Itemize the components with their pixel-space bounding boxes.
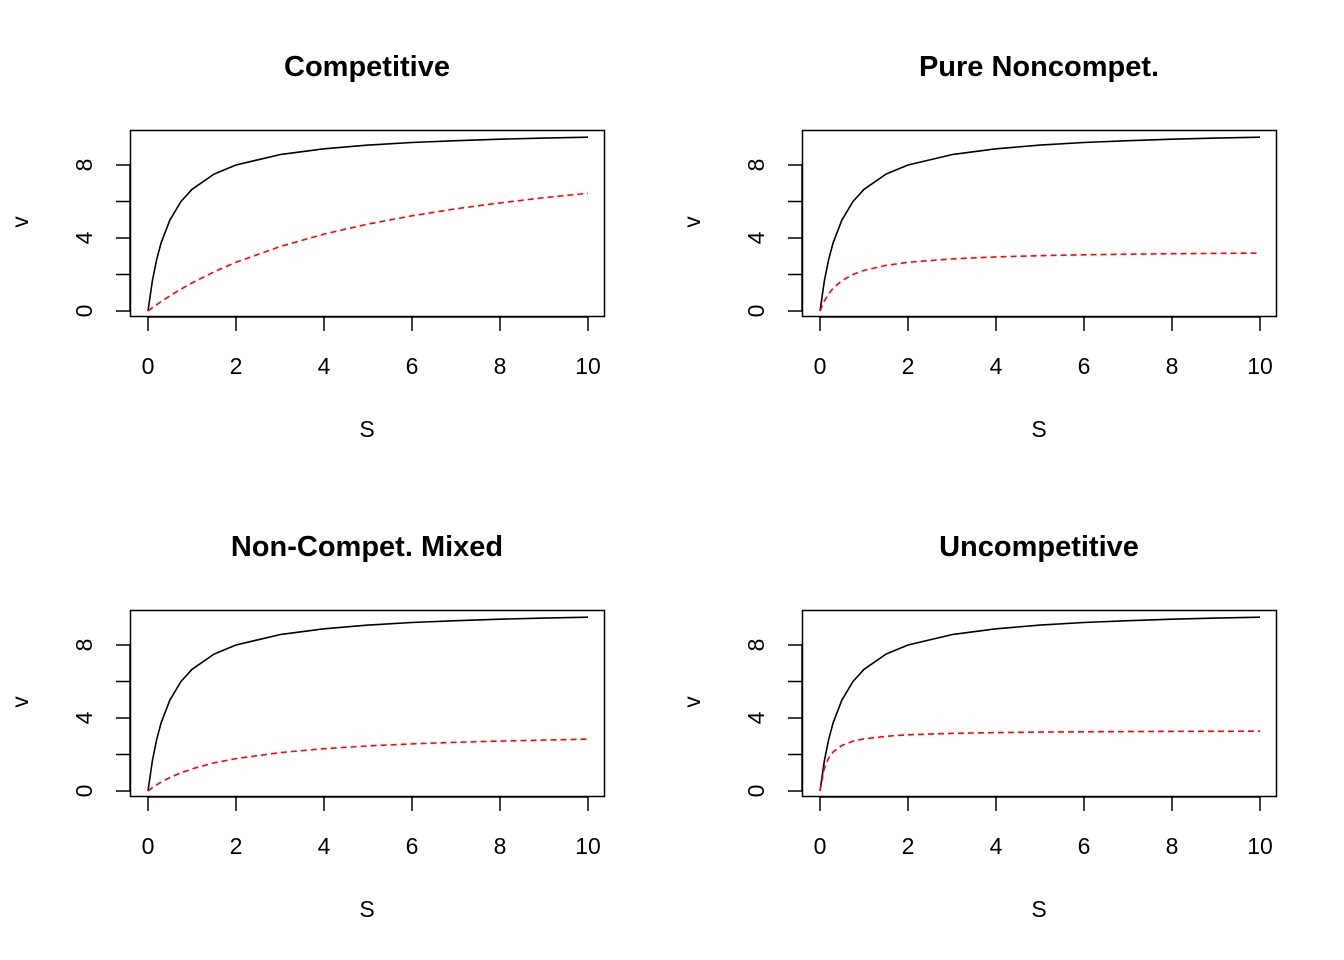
x-tick-label: 0 — [814, 833, 827, 859]
series-line-uninhibited — [147, 616, 589, 792]
x-tick-label: 4 — [990, 353, 1003, 379]
x-tick-label: 0 — [142, 353, 155, 379]
x-tick-label: 6 — [406, 833, 419, 859]
y-tick-label: 0 — [71, 305, 97, 318]
series-line-uninhibited — [819, 136, 1261, 312]
x-tick-label: 10 — [1247, 353, 1273, 379]
series-line-inhibited — [147, 192, 589, 312]
y-tick-label: 4 — [71, 231, 97, 244]
y-tick-label: 8 — [743, 639, 769, 652]
x-tick-label: 8 — [1166, 833, 1179, 859]
panel-3: Non-Compet. Mixed 0 2 4 6 8 10 S 0 4 8 v — [7, 531, 606, 922]
x-tick-label: 4 — [318, 353, 331, 379]
plot-box — [801, 609, 1278, 798]
y-tick-label: 0 — [71, 785, 97, 798]
plot-box — [129, 129, 606, 318]
series-line-uninhibited — [819, 616, 1261, 792]
y-axis-label: v — [7, 696, 33, 708]
x-tick-label: 2 — [902, 833, 915, 859]
series-line-inhibited — [819, 730, 1261, 792]
x-tick-label: 6 — [1078, 833, 1091, 859]
panel-2: Pure Noncompet. 0 2 4 6 8 10 S 0 4 8 v — [679, 51, 1278, 442]
y-axis-label: v — [7, 216, 33, 228]
x-tick-label: 6 — [406, 353, 419, 379]
y-axis-label: v — [679, 696, 705, 708]
x-tick-label: 0 — [142, 833, 155, 859]
x-tick-label: 10 — [1247, 833, 1273, 859]
x-tick-label: 8 — [1166, 353, 1179, 379]
x-axis-label: S — [1031, 896, 1046, 922]
x-tick-label: 4 — [318, 833, 331, 859]
series-line-inhibited — [147, 738, 589, 792]
panel-1: Competitive 0 2 4 6 8 10 S 0 4 8 v — [7, 51, 606, 442]
chart-title: Competitive — [284, 51, 450, 83]
x-tick-label: 2 — [230, 353, 243, 379]
y-tick-label: 0 — [743, 305, 769, 318]
series-line-inhibited — [819, 252, 1261, 312]
y-tick-label: 0 — [743, 785, 769, 798]
plot-box — [129, 609, 606, 798]
x-tick-label: 4 — [990, 833, 1003, 859]
y-tick-label: 8 — [71, 639, 97, 652]
x-tick-label: 8 — [494, 353, 507, 379]
y-tick-label: 8 — [71, 159, 97, 172]
y-tick-label: 4 — [71, 711, 97, 724]
y-tick-label: 4 — [743, 711, 769, 724]
y-tick-label: 4 — [743, 231, 769, 244]
x-tick-label: 10 — [575, 353, 601, 379]
chart-title: Non-Compet. Mixed — [231, 531, 503, 563]
x-tick-label: 10 — [575, 833, 601, 859]
x-tick-label: 8 — [494, 833, 507, 859]
plot-box — [801, 129, 1278, 318]
x-axis-label: S — [359, 896, 374, 922]
chart-title: Uncompetitive — [939, 531, 1139, 563]
x-axis-label: S — [1031, 416, 1046, 442]
x-axis-label: S — [359, 416, 374, 442]
x-tick-label: 6 — [1078, 353, 1091, 379]
x-tick-label: 2 — [902, 353, 915, 379]
y-axis-label: v — [679, 216, 705, 228]
panel-4: Uncompetitive 0 2 4 6 8 10 S 0 4 8 v — [679, 531, 1278, 922]
y-tick-label: 8 — [743, 159, 769, 172]
series-line-uninhibited — [147, 136, 589, 312]
chart-title: Pure Noncompet. — [919, 51, 1159, 83]
x-tick-label: 0 — [814, 353, 827, 379]
x-tick-label: 2 — [230, 833, 243, 859]
